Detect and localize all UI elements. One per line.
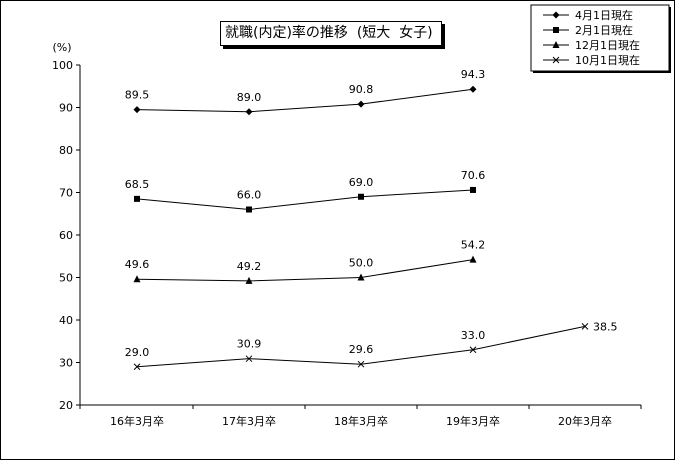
series-line-0 bbox=[136, 88, 474, 113]
data-point bbox=[245, 276, 253, 284]
data-label: 33.0 bbox=[461, 329, 486, 342]
data-point bbox=[245, 108, 253, 116]
data-label: 49.2 bbox=[237, 260, 262, 273]
y-tick-label: 60 bbox=[59, 229, 73, 242]
legend-label-2: 12月1日現在 bbox=[575, 39, 640, 52]
data-label: 89.0 bbox=[237, 91, 262, 104]
x-tick-label: 19年3月卒 bbox=[446, 414, 500, 428]
y-tick-label: 90 bbox=[59, 102, 73, 115]
data-point bbox=[357, 360, 365, 368]
data-label: 29.6 bbox=[349, 343, 374, 356]
data-point bbox=[357, 100, 365, 108]
data-point bbox=[134, 195, 140, 202]
data-point bbox=[469, 255, 477, 263]
data-label: 89.5 bbox=[125, 89, 150, 102]
data-label: 49.6 bbox=[125, 258, 150, 271]
data-label: 50.0 bbox=[349, 257, 374, 270]
data-point bbox=[469, 85, 477, 93]
legend-label-1: 2月1日現在 bbox=[575, 24, 633, 37]
data-point bbox=[246, 206, 252, 213]
y-tick-label: 80 bbox=[59, 144, 73, 157]
y-tick-label: 40 bbox=[59, 314, 73, 327]
data-label: 30.9 bbox=[237, 338, 262, 351]
data-label: 54.2 bbox=[461, 239, 486, 252]
y-tick-label: 20 bbox=[59, 399, 73, 412]
data-label: 66.0 bbox=[237, 189, 262, 202]
data-label: 38.5 bbox=[593, 320, 618, 333]
data-label: 90.8 bbox=[349, 83, 374, 96]
legend-label-3: 10月1日現在 bbox=[575, 54, 640, 67]
x-tick-label: 18年3月卒 bbox=[334, 414, 388, 428]
data-point bbox=[357, 273, 365, 281]
data-label: 68.5 bbox=[125, 178, 150, 191]
data-point bbox=[469, 346, 477, 354]
series-line-1 bbox=[136, 189, 474, 211]
data-point bbox=[133, 106, 141, 114]
legend-marker-0 bbox=[552, 11, 560, 19]
y-tick-label: 70 bbox=[59, 187, 73, 200]
series-line-2 bbox=[136, 259, 474, 282]
legend-marker-1 bbox=[553, 27, 559, 33]
chart-title: 就職(内定)率の推移 (短大 女子) bbox=[220, 21, 442, 46]
y-tick-label: 100 bbox=[52, 59, 73, 72]
y-axis-unit-label: (%) bbox=[52, 41, 71, 54]
y-tick-label: 30 bbox=[59, 357, 73, 370]
x-tick-label: 16年3月卒 bbox=[110, 414, 164, 428]
legend-marker-2 bbox=[552, 41, 560, 48]
data-point bbox=[470, 186, 476, 193]
data-point bbox=[133, 275, 141, 283]
data-point bbox=[358, 193, 364, 200]
data-point bbox=[245, 355, 253, 363]
y-tick-label: 50 bbox=[59, 272, 73, 285]
data-point bbox=[133, 363, 141, 371]
legend-label-0: 4月1日現在 bbox=[575, 9, 633, 22]
x-tick-label: 17年3月卒 bbox=[222, 414, 276, 428]
data-label: 29.0 bbox=[125, 346, 150, 359]
legend-marker-3 bbox=[552, 56, 560, 64]
data-label: 69.0 bbox=[349, 176, 374, 189]
x-tick-label: 20年3月卒 bbox=[558, 414, 612, 428]
data-label: 70.6 bbox=[461, 169, 486, 182]
data-label: 94.3 bbox=[461, 68, 486, 81]
data-point bbox=[581, 323, 589, 330]
